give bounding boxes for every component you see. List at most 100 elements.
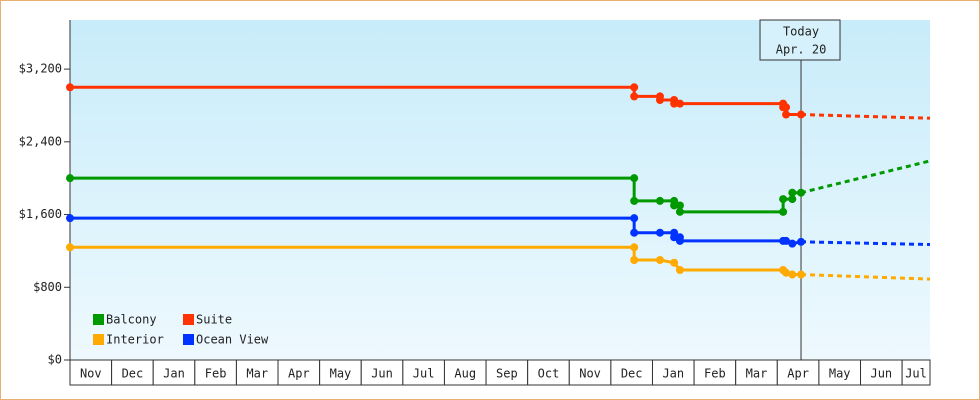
today-box: [759, 19, 841, 61]
legend-label: Ocean View: [196, 333, 269, 347]
month-cell: [610, 359, 653, 386]
month-cell: [443, 359, 487, 386]
data-point: [675, 99, 684, 108]
data-point: [66, 83, 74, 92]
month-cell: [360, 359, 404, 386]
data-point: [797, 270, 806, 279]
today-label: Today: [783, 25, 819, 39]
month-cell: [402, 359, 445, 386]
data-point: [66, 214, 74, 223]
x-tick-label: Jun: [870, 367, 892, 381]
data-point: [675, 207, 684, 216]
x-tick-label: Sep: [496, 367, 518, 381]
data-point: [788, 188, 797, 197]
month-cell: [735, 359, 778, 386]
x-tick-label: Nov: [579, 367, 601, 381]
x-tick-label: Jul: [905, 367, 927, 381]
month-cell: [194, 359, 237, 386]
legend-label: Balcony: [106, 313, 157, 327]
data-point: [782, 268, 791, 277]
data-point: [797, 237, 806, 246]
x-tick-label: Aug: [454, 367, 476, 381]
forecast-line: [800, 240, 931, 247]
x-tick-label: Apr: [288, 367, 310, 381]
x-tick-label: Jan: [163, 367, 185, 381]
data-point: [655, 228, 664, 237]
data-point: [630, 214, 639, 223]
x-tick-label: Nov: [80, 367, 102, 381]
y-tick-label: $0: [48, 353, 62, 367]
data-point: [797, 188, 806, 197]
x-tick-label: Jan: [662, 367, 684, 381]
data-point: [675, 201, 684, 210]
data-point: [675, 266, 684, 274]
forecast-line: [800, 159, 931, 195]
month-cell: [860, 359, 903, 386]
forecast-line: [800, 273, 931, 281]
x-tick-label: Mar: [746, 367, 768, 381]
data-point: [782, 110, 791, 119]
legend-swatch: [183, 314, 194, 325]
y-tick-label: $800: [33, 280, 62, 294]
today-label: Apr. 20: [776, 43, 827, 57]
data-point: [630, 256, 639, 264]
forecast-line: [800, 113, 931, 120]
data-point: [670, 258, 679, 267]
data-point: [630, 196, 639, 205]
data-point: [788, 270, 797, 279]
legend-label: Suite: [196, 313, 232, 327]
month-cell: [651, 359, 695, 386]
x-tick-label: Jul: [413, 367, 435, 381]
data-point: [630, 243, 639, 252]
data-point: [670, 201, 679, 210]
data-point: [630, 92, 639, 101]
legend-label: Interior: [106, 333, 164, 347]
month-cell: [235, 359, 279, 386]
x-tick-label: Mar: [246, 367, 268, 381]
legend-swatch: [183, 334, 194, 345]
data-point: [788, 195, 797, 204]
data-point: [66, 243, 74, 252]
month-cell: [818, 359, 862, 386]
month-cell: [319, 359, 362, 386]
y-tick-label: $2,400: [19, 134, 62, 148]
data-point: [66, 174, 74, 183]
legend-swatch: [93, 314, 104, 325]
data-point: [782, 236, 791, 245]
month-cell: [568, 359, 612, 386]
x-tick-label: Apr: [787, 367, 809, 381]
data-point: [797, 110, 806, 119]
plot-area: [70, 20, 930, 360]
data-point: [779, 207, 788, 216]
legend-swatch: [93, 334, 104, 345]
y-tick-label: $1,600: [19, 207, 62, 221]
y-tick-label: $3,200: [19, 62, 62, 76]
month-cell: [901, 359, 931, 386]
x-tick-label: Oct: [538, 367, 560, 381]
month-cell: [69, 359, 113, 386]
data-point: [630, 174, 639, 183]
data-point: [630, 83, 639, 92]
data-point: [630, 228, 639, 237]
month-cell: [152, 359, 196, 386]
data-point: [779, 195, 788, 204]
x-tick-label: Feb: [704, 367, 726, 381]
x-tick-label: May: [829, 367, 851, 381]
month-cell: [693, 359, 737, 386]
data-point: [655, 256, 664, 264]
data-point: [670, 233, 679, 242]
month-cell: [111, 359, 154, 386]
x-tick-label: May: [330, 367, 352, 381]
data-point: [782, 103, 791, 112]
x-tick-label: Jun: [371, 367, 393, 381]
month-cell: [277, 359, 321, 386]
data-point: [655, 196, 664, 205]
data-point: [655, 96, 664, 104]
x-tick-label: Dec: [122, 367, 144, 381]
data-point: [675, 236, 684, 245]
month-cell: [776, 359, 820, 386]
x-tick-label: Dec: [621, 367, 643, 381]
data-point: [788, 239, 797, 248]
